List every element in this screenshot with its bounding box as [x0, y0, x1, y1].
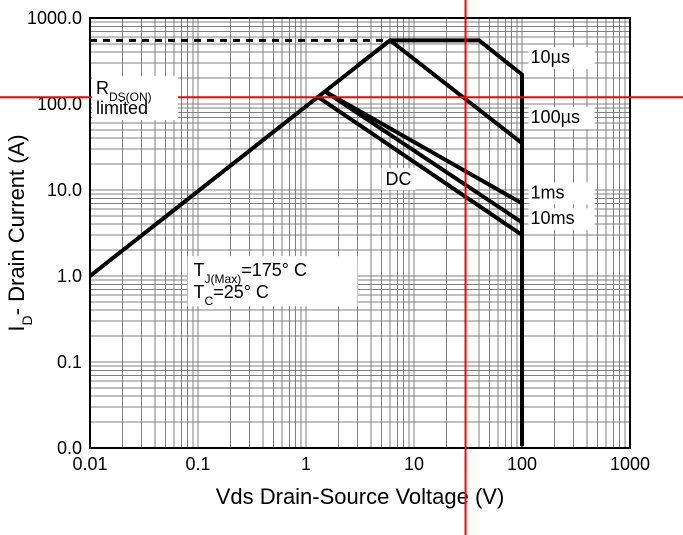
y-tick-label: 0.1 [57, 352, 82, 372]
x-tick-label: 10 [404, 454, 424, 474]
x-axis-label: Vds Drain-Source Voltage (V) [216, 484, 505, 509]
curve-p10us [390, 40, 522, 444]
curve-p100us [358, 40, 522, 444]
label-10us: 10µs [531, 47, 570, 67]
y-tick-label: 1.0 [57, 266, 82, 286]
x-tick-label: 1000 [610, 454, 650, 474]
label-1ms: 1ms [531, 182, 565, 202]
x-tick-label: 0.1 [185, 454, 210, 474]
y-tick-label: 10.0 [47, 180, 82, 200]
y-axis-label: ID- Drain Current (A) [4, 134, 35, 331]
rds-on-line [90, 40, 390, 276]
y-tick-label: 1000.0 [27, 8, 82, 28]
rds-label-2: limited [96, 98, 148, 118]
y-tick-label: 0.0 [57, 438, 82, 458]
dc-label: DC [385, 169, 411, 189]
label-100us: 100µs [531, 107, 580, 127]
x-tick-label: 1 [301, 454, 311, 474]
label-10ms: 10ms [531, 208, 575, 228]
x-tick-label: 100 [507, 454, 537, 474]
